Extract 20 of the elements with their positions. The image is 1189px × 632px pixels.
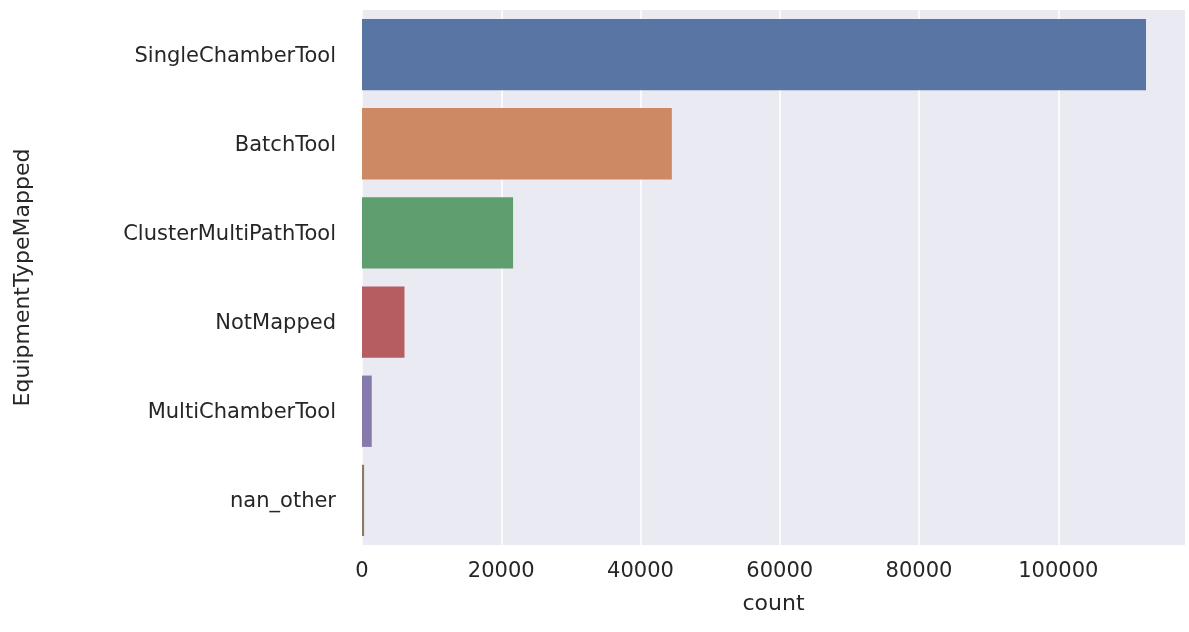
y-tick-label: nan_other: [230, 488, 337, 514]
y-tick-label: MultiChamberTool: [147, 399, 336, 424]
x-tick-label: 80000: [885, 557, 953, 582]
x-axis-title: count: [742, 589, 805, 615]
bar: [362, 375, 372, 447]
y-tick-label: NotMapped: [215, 310, 336, 335]
x-tick-label: 60000: [746, 557, 814, 582]
x-tick-label: 40000: [607, 557, 674, 582]
bar: [362, 197, 514, 269]
y-axis-title: EquipmentTypeMapped: [8, 148, 34, 407]
x-tick-label: 100000: [1018, 557, 1099, 582]
x-tick-label: 0: [355, 557, 369, 582]
bar: [362, 464, 365, 537]
y-tick-label: SingleChamberTool: [134, 42, 336, 67]
bar: [362, 286, 405, 358]
y-tick-label: ClusterMultiPathTool: [123, 220, 336, 245]
bar: [362, 18, 1147, 91]
x-tick-label: 20000: [467, 557, 535, 582]
bar: [362, 108, 672, 180]
y-tick-label: BatchTool: [234, 131, 336, 156]
